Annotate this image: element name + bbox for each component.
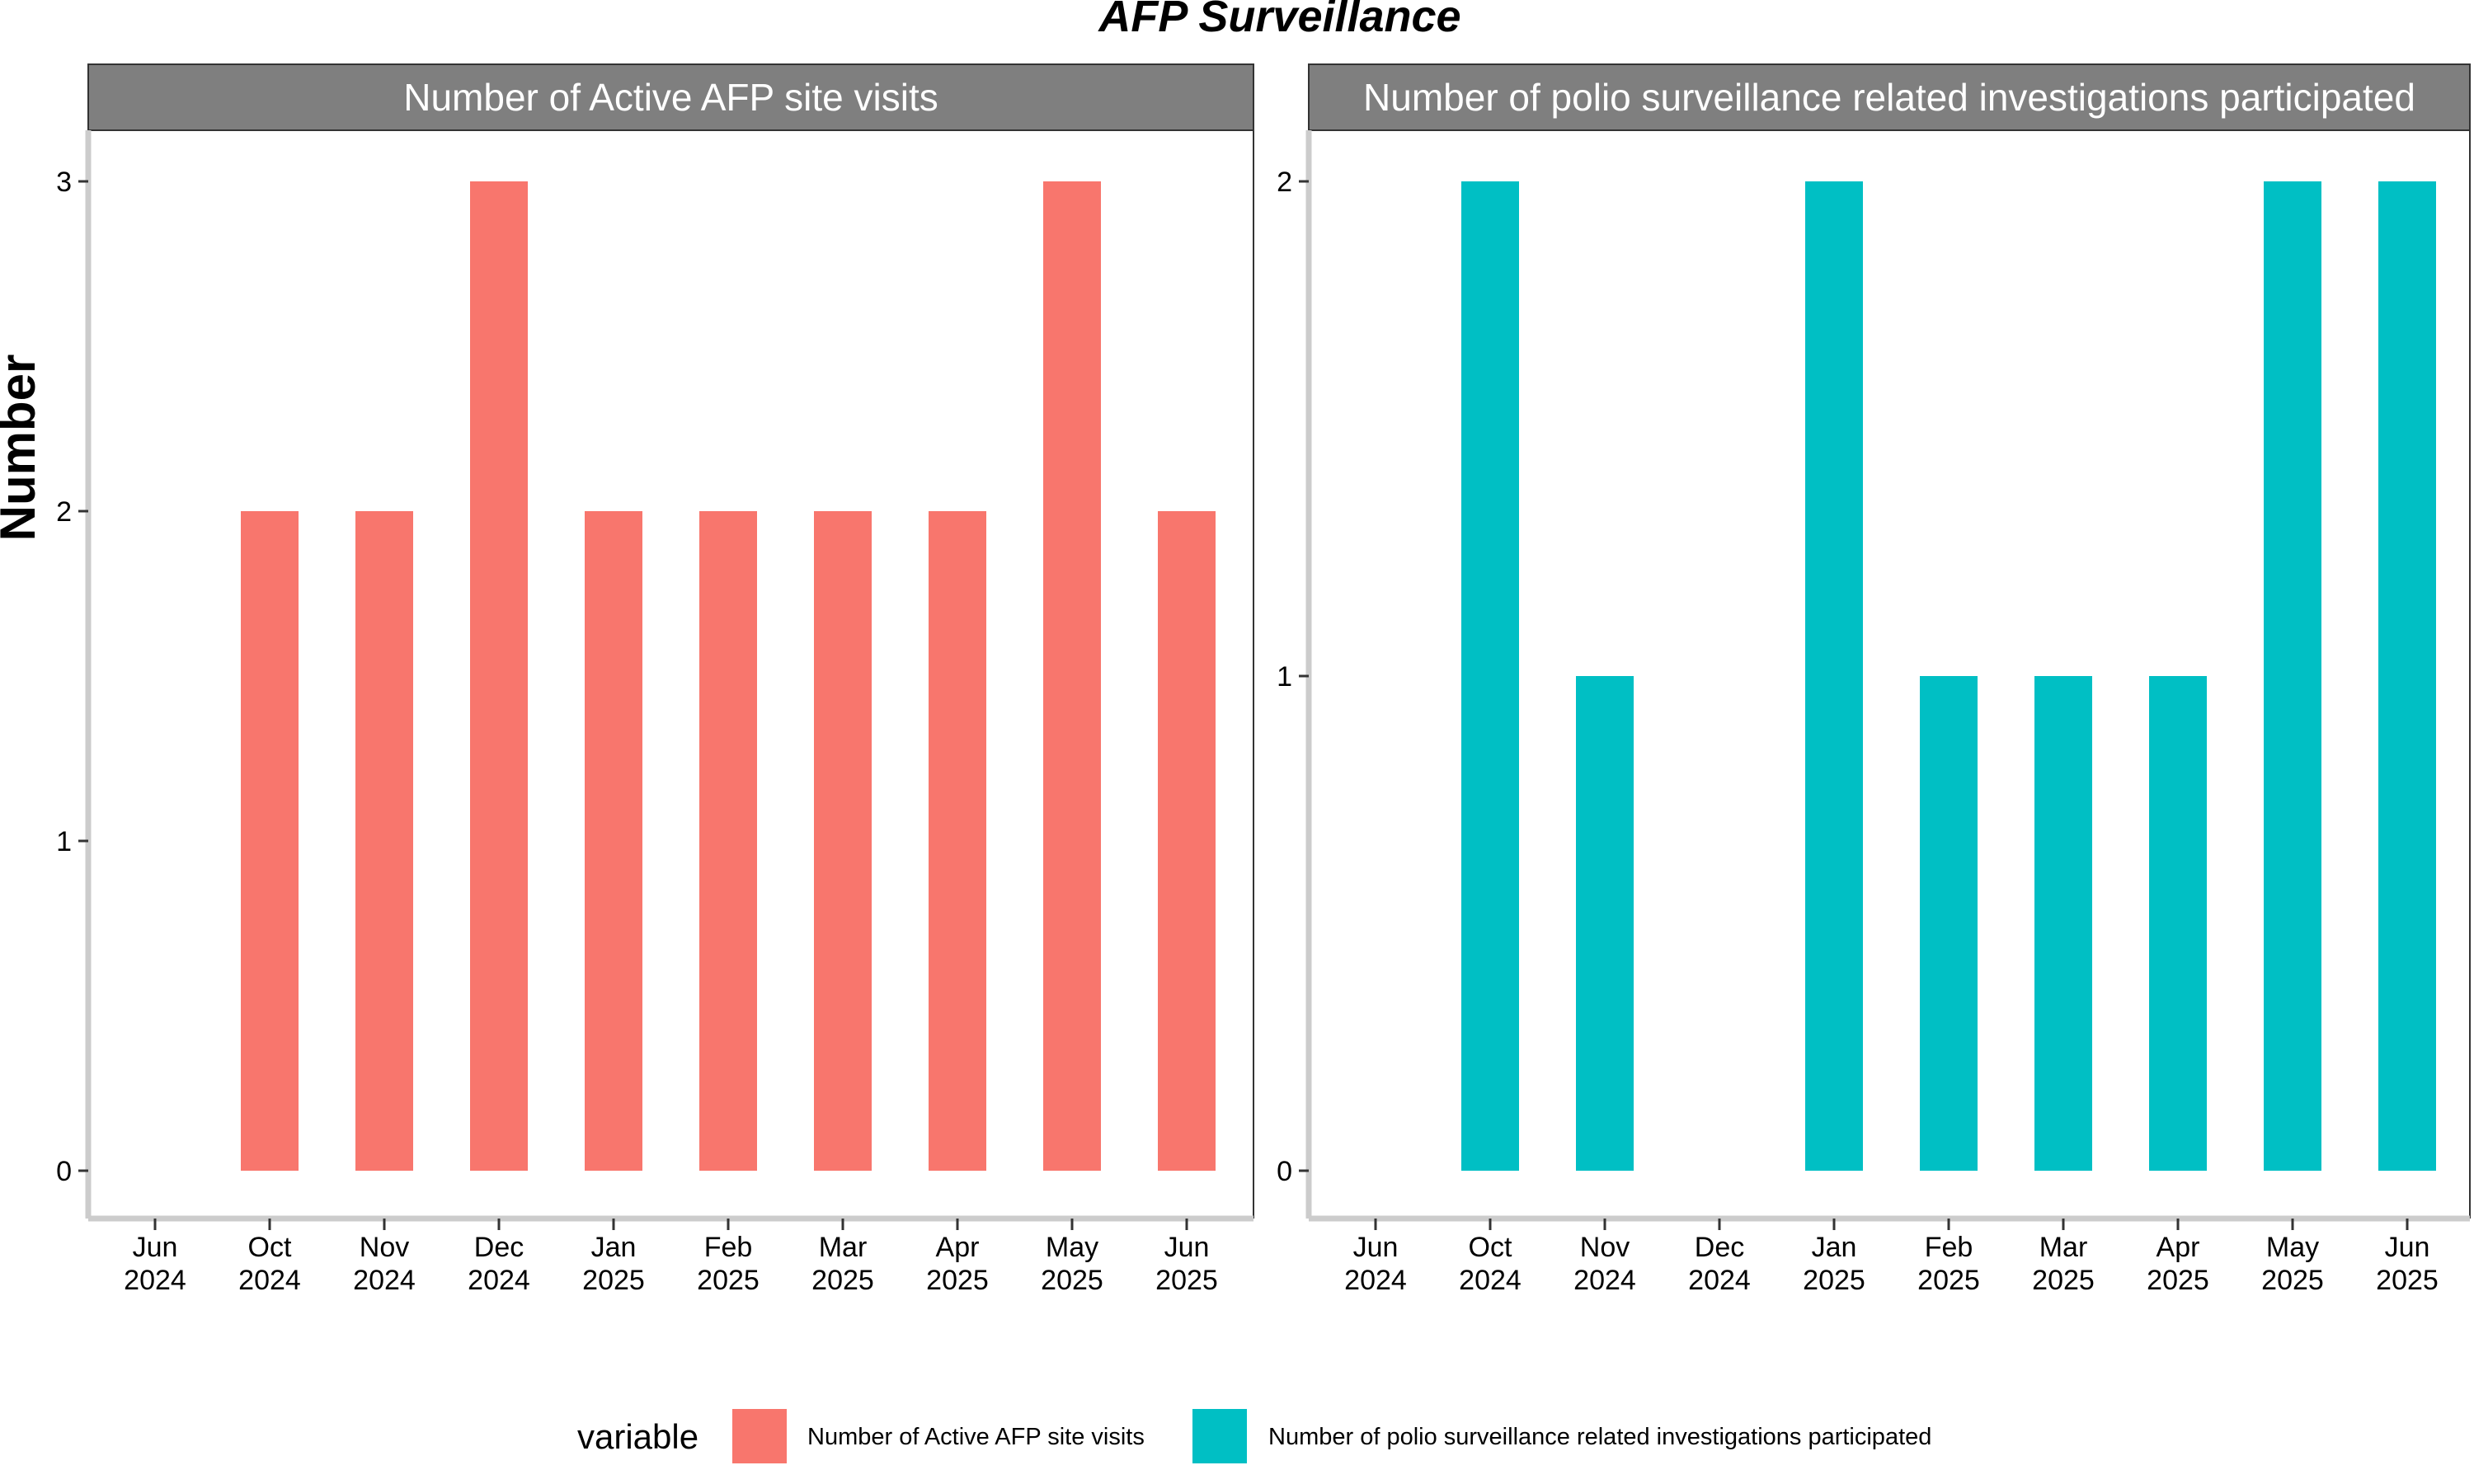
x-tick-label: Jun 2025: [2376, 1232, 2439, 1296]
y-tick-label: 0: [1277, 1156, 1292, 1187]
bar: [2378, 181, 2436, 1171]
x-tick-label: Dec 2024: [468, 1232, 530, 1296]
bar: [1920, 676, 1978, 1171]
legend-title: variable: [577, 1417, 698, 1456]
x-tick-label: Nov 2024: [353, 1232, 416, 1296]
bar: [2149, 676, 2207, 1171]
bar: [1576, 676, 1634, 1171]
bar: [585, 511, 642, 1171]
x-tick-label: May 2025: [2261, 1232, 2324, 1296]
x-tick-label: Oct 2024: [1459, 1232, 1522, 1296]
chart-title: AFP Surveillance: [1097, 0, 1460, 41]
x-tick-label: Feb 2025: [1917, 1232, 1980, 1296]
y-tick-label: 3: [56, 167, 72, 198]
x-tick-label: Apr 2025: [2147, 1232, 2209, 1296]
bar: [355, 511, 413, 1171]
bar: [814, 511, 872, 1171]
bar: [1805, 181, 1863, 1171]
y-axis-label: Number: [0, 355, 45, 542]
y-tick-label: 2: [56, 496, 72, 528]
legend-label-1: Number of Active AFP site visits: [807, 1424, 1145, 1450]
legend-key-1: [732, 1409, 787, 1463]
bar: [241, 511, 299, 1171]
panel-1: Number of Active AFP site visits 0 1 2 3 Jun 2…: [56, 63, 1254, 1296]
x-tick-label: Mar 2025: [811, 1232, 874, 1296]
bar: [470, 181, 528, 1171]
bar: [1158, 511, 1216, 1171]
x-tick-label: May 2025: [1041, 1232, 1103, 1296]
bar: [1043, 181, 1101, 1171]
x-tick-label: Jan 2025: [582, 1232, 645, 1296]
x-tick-label: Jun 2025: [1155, 1232, 1218, 1296]
x-tick-label: Apr 2025: [926, 1232, 989, 1296]
x-tick-label: Oct 2024: [238, 1232, 301, 1296]
panel-2: Number of polio surveillance related inv…: [1277, 63, 2471, 1296]
bar: [2264, 181, 2321, 1171]
x-tick-label: Jan 2025: [1803, 1232, 1865, 1296]
x-tick-label: Feb 2025: [697, 1232, 760, 1296]
y-tick-label: 1: [1277, 661, 1292, 693]
x-tick-label: Jun 2024: [1344, 1232, 1407, 1296]
y-tick-label: 1: [56, 826, 72, 857]
panel-strip: [1308, 63, 2471, 131]
legend-label-2: Number of polio surveillance related inv…: [1268, 1424, 1931, 1450]
panel-strip-label: Number of polio surveillance related inv…: [1363, 76, 2415, 119]
legend: variable Number of Active AFP site visit…: [577, 1409, 1931, 1463]
x-tick-label: Jun 2024: [124, 1232, 186, 1296]
y-tick-label: 0: [56, 1156, 72, 1187]
x-tick-label: Dec 2024: [1688, 1232, 1751, 1296]
panel-strip: [87, 63, 1254, 131]
bar: [699, 511, 757, 1171]
bar: [1461, 181, 1519, 1171]
x-tick-label: Mar 2025: [2032, 1232, 2095, 1296]
x-tick-label: Nov 2024: [1573, 1232, 1636, 1296]
panel-strip-label: Number of Active AFP site visits: [403, 76, 938, 119]
panels: Number of Active AFP site visits 0 1 2 3 Jun 2…: [56, 63, 2471, 1296]
y-tick-label: 2: [1277, 167, 1292, 198]
bar: [2034, 676, 2092, 1171]
legend-key-2: [1192, 1409, 1247, 1463]
bar: [929, 511, 986, 1171]
